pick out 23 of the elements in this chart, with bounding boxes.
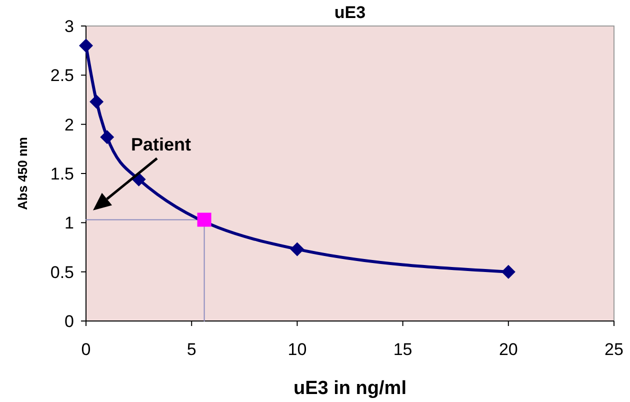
annotation: Patient	[131, 134, 192, 154]
point	[290, 242, 304, 256]
y-tick-label: 2.5	[50, 66, 74, 86]
chart-title: uE3	[334, 3, 366, 22]
y-tick-label: 0.5	[50, 262, 74, 282]
x-tick-label: 0	[81, 340, 91, 359]
x-axis-title: uE3 in ng/ml	[294, 378, 406, 399]
x-tick-label: 15	[393, 340, 412, 359]
x-tick-label: 20	[498, 340, 518, 359]
y-axis-title: Abs 450 nm	[15, 137, 30, 210]
y-tick-label: 3	[64, 16, 74, 36]
point	[90, 94, 104, 109]
y-tick-label: 0	[64, 312, 74, 331]
point	[79, 38, 93, 53]
y-tick-label: 1.5	[50, 164, 74, 184]
x-tick-label: 10	[288, 340, 307, 359]
point	[100, 130, 114, 144]
x-tick-label: 5	[186, 340, 196, 359]
point	[197, 212, 212, 227]
y-tick-label: 2	[64, 115, 74, 134]
point	[501, 264, 516, 279]
y-tick-label: 1	[64, 214, 74, 233]
x-tick-label: 25	[604, 340, 624, 359]
